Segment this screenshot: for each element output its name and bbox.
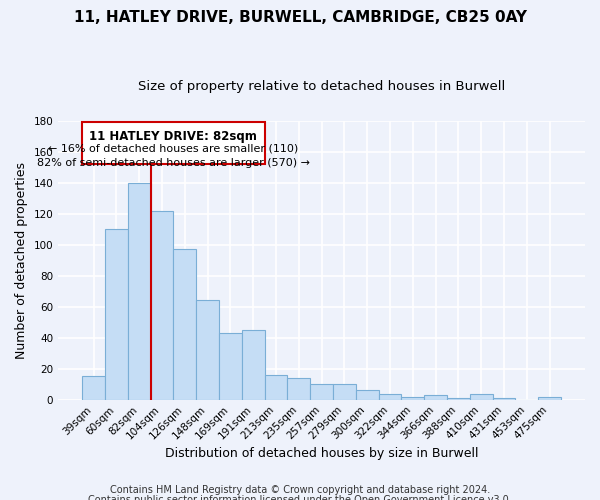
Bar <box>196 300 219 400</box>
Bar <box>287 378 310 400</box>
Bar <box>265 375 287 400</box>
Bar <box>493 398 515 400</box>
X-axis label: Distribution of detached houses by size in Burwell: Distribution of detached houses by size … <box>165 447 478 460</box>
Text: 11 HATLEY DRIVE: 82sqm: 11 HATLEY DRIVE: 82sqm <box>89 130 257 143</box>
Bar <box>379 394 401 400</box>
Bar <box>105 229 128 400</box>
Text: 82% of semi-detached houses are larger (570) →: 82% of semi-detached houses are larger (… <box>37 158 310 168</box>
Bar <box>333 384 356 400</box>
Title: Size of property relative to detached houses in Burwell: Size of property relative to detached ho… <box>138 80 505 93</box>
Bar <box>128 182 151 400</box>
Bar <box>151 210 173 400</box>
Bar <box>356 390 379 400</box>
Text: ← 16% of detached houses are smaller (110): ← 16% of detached houses are smaller (11… <box>48 144 298 154</box>
Bar <box>424 395 447 400</box>
Y-axis label: Number of detached properties: Number of detached properties <box>15 162 28 358</box>
FancyBboxPatch shape <box>82 122 265 164</box>
Bar <box>242 330 265 400</box>
Text: 11, HATLEY DRIVE, BURWELL, CAMBRIDGE, CB25 0AY: 11, HATLEY DRIVE, BURWELL, CAMBRIDGE, CB… <box>74 10 527 25</box>
Bar <box>538 396 561 400</box>
Bar <box>173 250 196 400</box>
Bar <box>82 376 105 400</box>
Bar <box>447 398 470 400</box>
Text: Contains public sector information licensed under the Open Government Licence v3: Contains public sector information licen… <box>88 495 512 500</box>
Bar <box>470 394 493 400</box>
Bar <box>219 333 242 400</box>
Text: Contains HM Land Registry data © Crown copyright and database right 2024.: Contains HM Land Registry data © Crown c… <box>110 485 490 495</box>
Bar <box>401 396 424 400</box>
Bar <box>310 384 333 400</box>
